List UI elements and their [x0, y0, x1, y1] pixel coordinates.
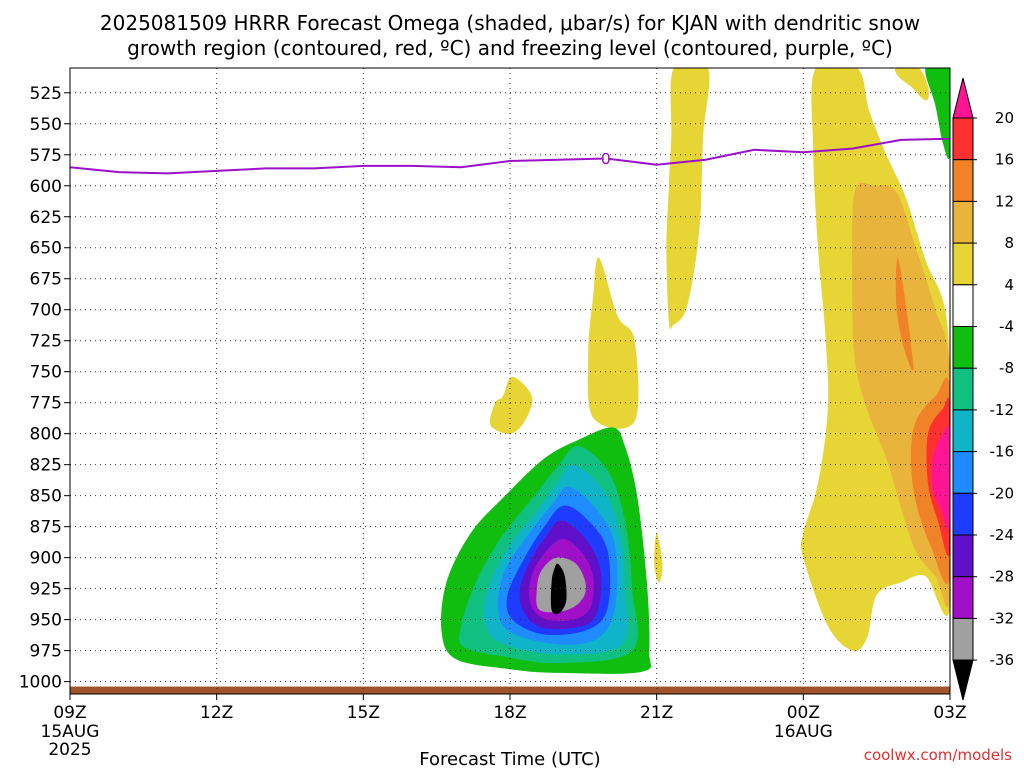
colorbar-tick-label: -4 — [999, 318, 1014, 336]
x-tick-label: 00Z — [787, 703, 820, 723]
colorbar-swatch — [952, 492, 974, 536]
y-tick-label: 725 — [30, 332, 62, 352]
y-tick-label: 875 — [30, 518, 62, 538]
credit-text: coolwx.com/models — [864, 746, 1012, 764]
colorbar-swatch — [952, 367, 974, 411]
y-tick-label: 850 — [30, 487, 62, 507]
y-tick-label: 925 — [30, 580, 62, 600]
omega-region — [931, 425, 950, 530]
colorbar-tick-label: -8 — [999, 359, 1014, 377]
colorbar-tick-label: 4 — [1004, 276, 1014, 294]
colorbar-tick-label: -36 — [990, 651, 1015, 669]
colorbar-swatch — [952, 617, 974, 661]
colorbar-swatch — [952, 117, 974, 161]
chart-title-line1: 2025081509 HRRR Forecast Omega (shaded, … — [100, 11, 920, 35]
x-tick-label: 15Z — [347, 703, 380, 723]
omega-region — [895, 258, 914, 371]
colorbar: 20 16 12 8 4 -4 -8 -12 -16 -20 -24 -28 -32 -36 — [952, 77, 1015, 701]
colorbar-swatch — [952, 576, 974, 619]
freezing-level-contour — [70, 137, 950, 175]
colorbar-tick-label: -12 — [990, 401, 1015, 419]
x-tick-date: 15AUG — [41, 722, 100, 742]
x-tick-year: 2025 — [48, 740, 91, 760]
y-tick-label: 625 — [30, 208, 62, 228]
colorbar-top-arrow — [952, 77, 974, 119]
colorbar-swatch — [952, 409, 974, 453]
colorbar-tick-label: 16 — [995, 151, 1014, 169]
y-tick-label: 950 — [30, 611, 62, 631]
colorbar-tick-label: -32 — [990, 609, 1015, 627]
y-axis: 525 550 575 600 625 650 675 700 725 750 775 800 825 8… — [19, 84, 70, 693]
colorbar-swatch — [952, 159, 974, 202]
x-tick-label: 18Z — [493, 703, 526, 723]
y-tick-label: 825 — [30, 456, 62, 476]
terrain-band — [70, 686, 950, 694]
omega-region — [666, 68, 710, 330]
y-tick-label: 900 — [30, 549, 62, 569]
colorbar-tick-label: 12 — [995, 192, 1014, 210]
y-tick-label: 800 — [30, 425, 62, 445]
x-tick-label: 09Z — [53, 703, 86, 723]
colorbar-swatch — [952, 451, 974, 494]
colorbar-tick-label: -20 — [990, 484, 1015, 502]
colorbar-tick-label: -24 — [990, 526, 1015, 544]
colorbar-swatch — [952, 242, 974, 286]
y-tick-label: 525 — [30, 84, 62, 104]
colorbar-swatch — [952, 200, 974, 244]
y-tick-label: 775 — [30, 394, 62, 414]
y-tick-label: 575 — [30, 146, 62, 166]
y-tick-label: 750 — [30, 363, 62, 383]
x-tick-label: 03Z — [933, 703, 966, 723]
colorbar-swatch — [952, 284, 974, 327]
x-tick-date: 16AUG — [774, 722, 833, 742]
y-tick-label: 600 — [30, 177, 62, 197]
omega-region — [550, 563, 567, 615]
chart-title-line2: growth region (contoured, red, ºC) and f… — [127, 36, 893, 60]
y-tick-label: 675 — [30, 270, 62, 290]
terrain-band — [70, 686, 950, 694]
colorbar-swatch — [952, 326, 974, 369]
x-tick-label: 12Z — [200, 703, 233, 723]
y-tick-label: 550 — [30, 115, 62, 135]
y-tick-label: 700 — [30, 301, 62, 321]
omega-region — [654, 532, 663, 583]
omega-region — [925, 68, 950, 160]
omega-shading — [440, 68, 950, 674]
colorbar-tick-label: 8 — [1004, 234, 1014, 252]
colorbar-tick-label: 20 — [995, 109, 1014, 127]
y-tick-label: 650 — [30, 239, 62, 259]
colorbar-bottom-arrow — [952, 659, 974, 701]
y-tick-label: 975 — [30, 642, 62, 662]
colorbar-tick-label: -28 — [990, 568, 1015, 586]
grid-lines — [70, 68, 950, 694]
freezing-level-line — [70, 137, 950, 175]
y-tick-label: 1000 — [19, 673, 62, 693]
colorbar-tick-label: -16 — [990, 443, 1015, 461]
freezing-level-label-box — [602, 152, 610, 165]
x-axis-label: Forecast Time (UTC) — [419, 749, 600, 768]
omega-region — [587, 257, 639, 429]
omega-region — [489, 376, 533, 434]
colorbar-swatch — [952, 534, 974, 578]
x-tick-label: 21Z — [640, 703, 673, 723]
